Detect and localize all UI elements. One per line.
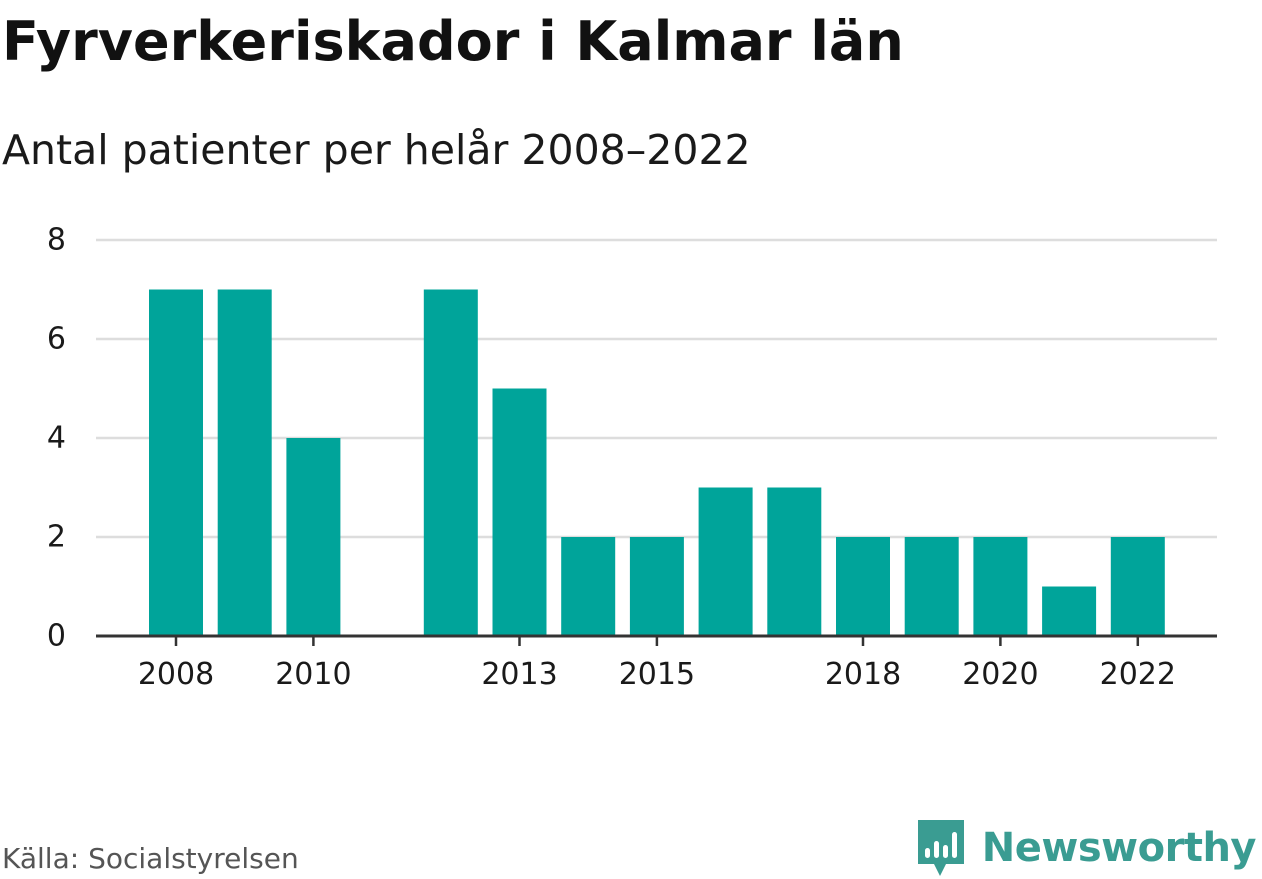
brand-name: Newsworthy xyxy=(981,825,1257,871)
x-tick-label: 2013 xyxy=(481,657,557,692)
bar xyxy=(629,537,684,636)
y-tick-label: 4 xyxy=(47,421,66,456)
x-tick-label: 2020 xyxy=(962,657,1038,692)
y-tick-label: 6 xyxy=(47,322,66,357)
source-note: Källa: Socialstyrelsen xyxy=(2,842,299,875)
x-tick-label: 2008 xyxy=(138,657,214,692)
bar xyxy=(1110,537,1165,636)
x-tick-label: 2015 xyxy=(619,657,695,692)
bar xyxy=(561,537,616,636)
bar xyxy=(973,537,1028,636)
bar xyxy=(836,537,890,636)
y-tick-label: 2 xyxy=(47,520,66,555)
bar xyxy=(423,289,478,636)
y-tick-label: 0 xyxy=(47,619,66,654)
bar xyxy=(492,388,547,636)
chart-subtitle: Antal patienter per helår 2008–2022 xyxy=(2,126,751,174)
x-tick-label: 2010 xyxy=(275,657,351,692)
newsworthy-logo-icon xyxy=(917,820,964,876)
chart-title: Fyrverkeriskador i Kalmar län xyxy=(2,10,904,73)
bar xyxy=(904,537,959,636)
bar xyxy=(149,289,203,636)
bar xyxy=(286,438,341,636)
brand-logo: Newsworthy xyxy=(916,818,1257,878)
x-tick-label: 2022 xyxy=(1100,657,1176,692)
bar xyxy=(698,487,753,636)
x-tick-label: 2018 xyxy=(825,657,901,692)
bar xyxy=(767,487,822,636)
y-tick-label: 8 xyxy=(47,223,66,258)
bar xyxy=(1042,586,1097,636)
bar xyxy=(217,289,272,636)
